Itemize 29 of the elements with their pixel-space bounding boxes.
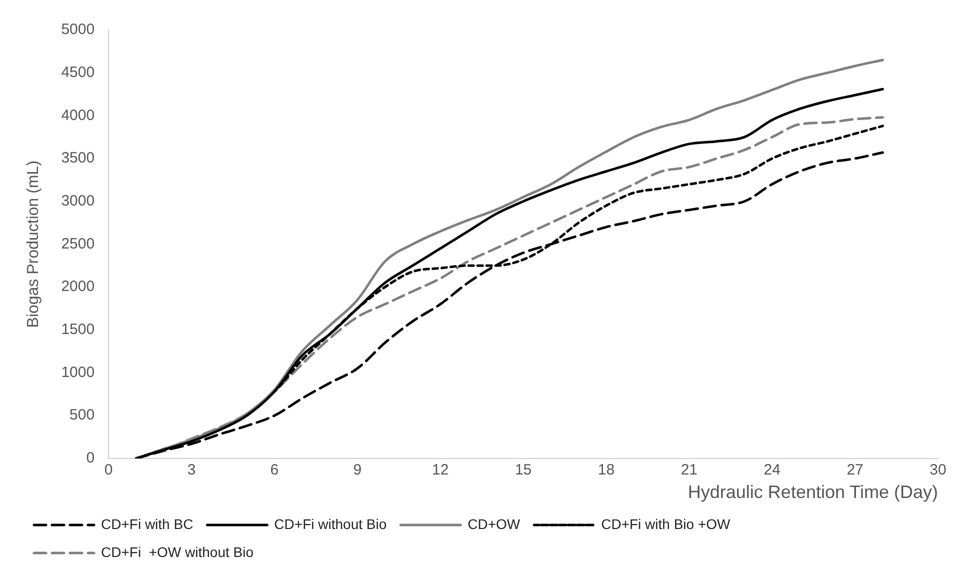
x-tick-label: 6	[270, 462, 279, 479]
y-tick-label: 3000	[61, 192, 95, 210]
y-axis-title: Biogas Production (mL)	[25, 160, 42, 328]
legend-label: CD+Fi with BC	[101, 516, 194, 532]
x-tick-label: 12	[432, 462, 449, 479]
legend-label: CD+Fi +OW without Bio	[101, 544, 254, 560]
legend-label: CD+Fi with Bio +OW	[601, 516, 732, 532]
x-tick-label: 0	[104, 462, 113, 479]
x-tick-label: 18	[598, 462, 615, 479]
x-axis-title: Hydraulic Retention Time (Day)	[688, 482, 938, 502]
y-tick-label: 1000	[61, 364, 95, 381]
x-tick-label: 27	[846, 462, 864, 479]
x-tick-label: 15	[514, 462, 532, 479]
y-tick-label: 0	[86, 450, 95, 467]
x-tick-label: 3	[187, 462, 196, 479]
y-tick-label: 1500	[61, 321, 95, 338]
x-tick-label: 30	[930, 462, 946, 479]
y-tick-label: 500	[70, 406, 95, 424]
legend-label: CD+OW	[468, 516, 521, 532]
y-tick-label: 2000	[61, 278, 95, 296]
x-tick-label: 9	[353, 462, 362, 479]
y-tick-label: 3500	[61, 150, 95, 167]
y-tick-label: 4500	[61, 64, 95, 81]
y-tick-label: 4000	[61, 106, 95, 124]
y-tick-label: 5000	[61, 21, 95, 38]
x-tick-label: 24	[764, 462, 780, 479]
legend-label: CD+Fi without Bio	[274, 516, 387, 532]
x-tick-label: 21	[680, 462, 698, 479]
y-tick-label: 2500	[61, 235, 95, 252]
